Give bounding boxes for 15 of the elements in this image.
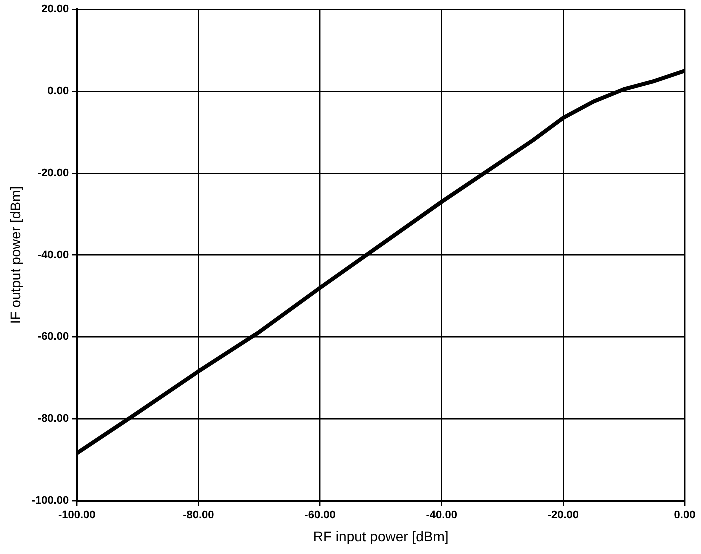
x-tick-label: -60.00: [304, 510, 336, 522]
y-axis-title: IF output power [dBm]: [7, 186, 24, 324]
y-tick-label: -40.00: [38, 249, 70, 262]
x-tick-label: -100.00: [58, 510, 96, 522]
y-tick-label: -100.00: [32, 495, 70, 508]
y-tick-label: 20.00: [42, 4, 70, 16]
y-tick-label: -80.00: [38, 413, 70, 426]
y-tick-label: 0.00: [48, 86, 70, 98]
x-tick-label: -20.00: [548, 510, 580, 522]
y-tick-label: -60.00: [38, 331, 70, 344]
x-axis-title: RF input power [dBm]: [313, 528, 449, 544]
y-tick-label: -20.00: [38, 167, 70, 180]
x-tick-label: -40.00: [426, 510, 458, 522]
x-tick-label: 0.00: [674, 510, 696, 522]
x-tick-label: -80.00: [183, 510, 214, 522]
